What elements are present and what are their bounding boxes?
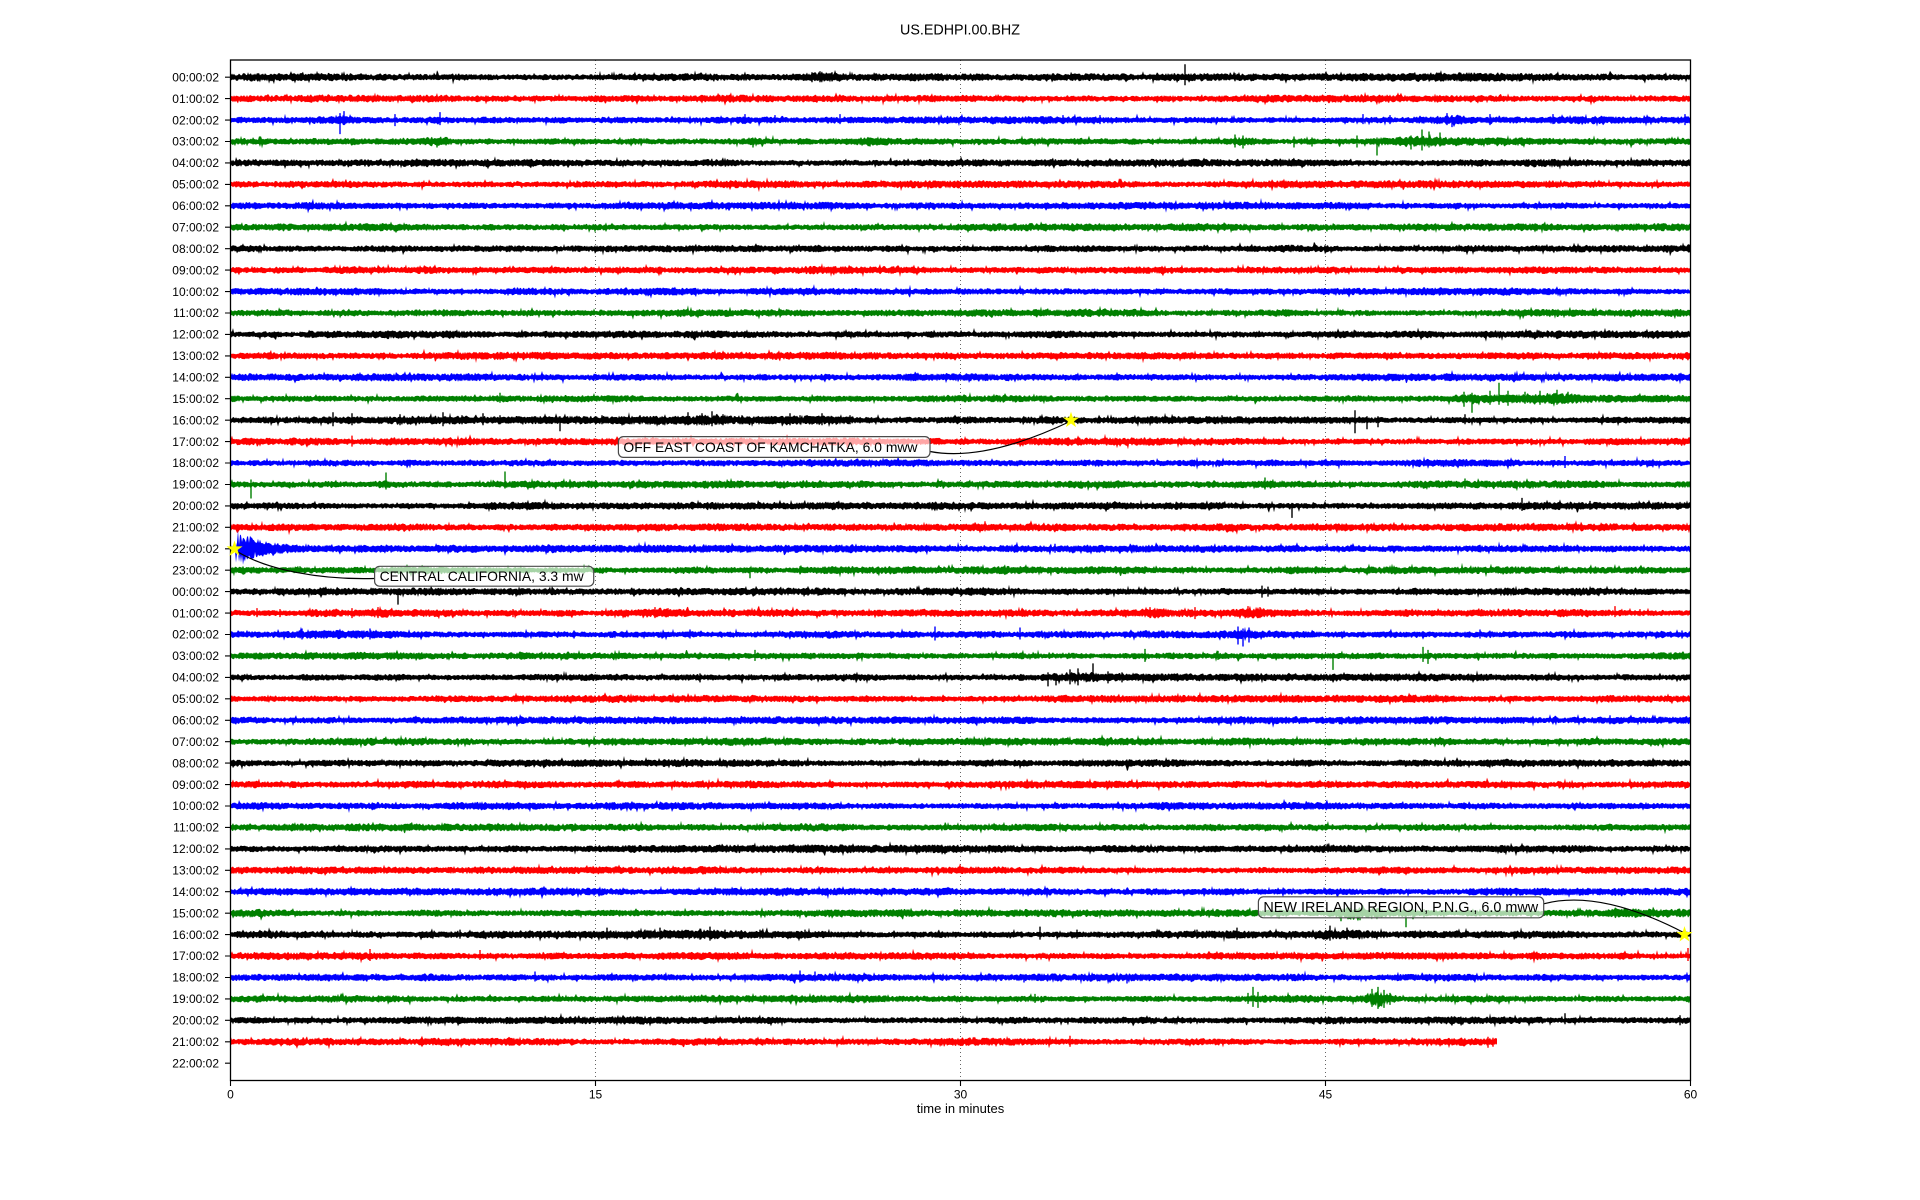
svg-text:19:00:02: 19:00:02 [172, 992, 219, 1006]
svg-text:06:00:02: 06:00:02 [172, 199, 219, 213]
svg-text:09:00:02: 09:00:02 [172, 263, 219, 277]
svg-text:02:00:02: 02:00:02 [172, 628, 219, 642]
svg-text:01:00:02: 01:00:02 [172, 606, 219, 620]
svg-text:21:00:02: 21:00:02 [172, 521, 219, 535]
svg-text:07:00:02: 07:00:02 [172, 735, 219, 749]
svg-text:US.EDHPI.00.BHZ: US.EDHPI.00.BHZ [900, 23, 1020, 39]
svg-text:08:00:02: 08:00:02 [172, 242, 219, 256]
svg-text:45: 45 [1319, 1088, 1333, 1102]
svg-text:15:00:02: 15:00:02 [172, 906, 219, 920]
svg-text:0: 0 [227, 1088, 234, 1102]
svg-text:10:00:02: 10:00:02 [172, 799, 219, 813]
svg-text:11:00:02: 11:00:02 [173, 821, 219, 835]
svg-text:16:00:02: 16:00:02 [172, 928, 219, 942]
svg-text:05:00:02: 05:00:02 [172, 692, 219, 706]
svg-text:30: 30 [954, 1088, 968, 1102]
svg-text:11:00:02: 11:00:02 [173, 306, 219, 320]
svg-text:12:00:02: 12:00:02 [172, 842, 219, 856]
svg-text:08:00:02: 08:00:02 [172, 756, 219, 770]
svg-text:06:00:02: 06:00:02 [172, 714, 219, 728]
svg-text:15:00:02: 15:00:02 [172, 392, 219, 406]
svg-text:13:00:02: 13:00:02 [172, 349, 219, 363]
svg-text:60: 60 [1684, 1088, 1698, 1102]
svg-text:17:00:02: 17:00:02 [172, 435, 219, 449]
svg-text:16:00:02: 16:00:02 [172, 413, 219, 427]
svg-text:20:00:02: 20:00:02 [172, 499, 219, 513]
svg-text:23:00:02: 23:00:02 [172, 563, 219, 577]
svg-text:18:00:02: 18:00:02 [172, 456, 219, 470]
svg-text:03:00:02: 03:00:02 [172, 135, 219, 149]
svg-text:04:00:02: 04:00:02 [172, 156, 219, 170]
svg-text:20:00:02: 20:00:02 [172, 1014, 219, 1028]
svg-text:02:00:02: 02:00:02 [172, 113, 219, 127]
svg-text:07:00:02: 07:00:02 [172, 220, 219, 234]
svg-text:15: 15 [589, 1088, 603, 1102]
svg-text:03:00:02: 03:00:02 [172, 649, 219, 663]
svg-text:04:00:02: 04:00:02 [172, 671, 219, 685]
svg-text:21:00:02: 21:00:02 [172, 1035, 219, 1049]
svg-text:12:00:02: 12:00:02 [172, 328, 219, 342]
svg-text:19:00:02: 19:00:02 [172, 478, 219, 492]
svg-text:14:00:02: 14:00:02 [172, 885, 219, 899]
svg-text:10:00:02: 10:00:02 [172, 285, 219, 299]
svg-text:22:00:02: 22:00:02 [172, 542, 219, 556]
svg-text:NEW IRELAND REGION, P.N.G., 6.: NEW IRELAND REGION, P.N.G., 6.0 mww [1263, 900, 1538, 916]
svg-text:18:00:02: 18:00:02 [172, 971, 219, 985]
svg-text:14:00:02: 14:00:02 [172, 371, 219, 385]
svg-text:22:00:02: 22:00:02 [172, 1056, 219, 1070]
svg-text:00:00:02: 00:00:02 [172, 70, 219, 84]
svg-text:01:00:02: 01:00:02 [172, 92, 219, 106]
svg-text:CENTRAL CALIFORNIA, 3.3 mw: CENTRAL CALIFORNIA, 3.3 mw [380, 568, 585, 584]
svg-text:09:00:02: 09:00:02 [172, 778, 219, 792]
svg-text:13:00:02: 13:00:02 [172, 864, 219, 878]
svg-text:05:00:02: 05:00:02 [172, 178, 219, 192]
svg-text:OFF EAST COAST OF KAMCHATKA, 6: OFF EAST COAST OF KAMCHATKA, 6.0 mww [623, 439, 918, 455]
svg-text:17:00:02: 17:00:02 [172, 949, 219, 963]
svg-text:00:00:02: 00:00:02 [172, 585, 219, 599]
svg-text:time in minutes: time in minutes [917, 1101, 1005, 1116]
